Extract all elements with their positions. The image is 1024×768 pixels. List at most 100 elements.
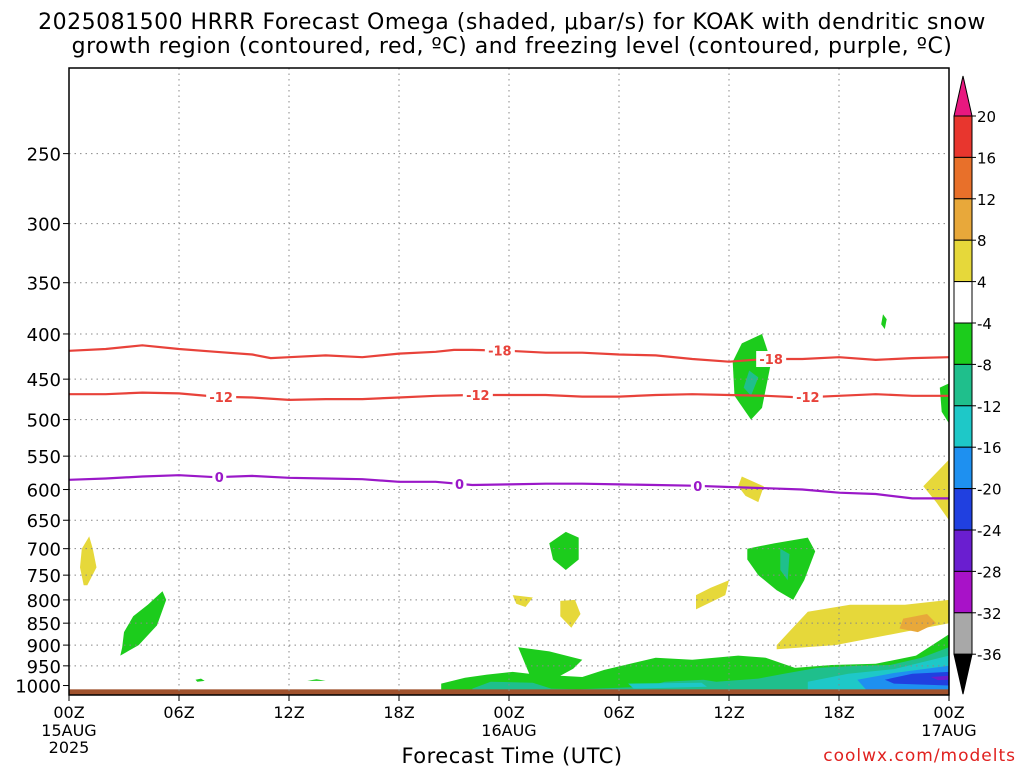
x-date-label: 17AUG xyxy=(921,721,976,740)
colorbar-label: 16 xyxy=(977,149,996,167)
omega-region xyxy=(881,314,887,330)
y-tick-label: 1000 xyxy=(15,677,61,698)
omega-shading xyxy=(80,314,949,695)
ground-fill xyxy=(69,689,949,695)
colorbar-bin xyxy=(953,488,973,531)
y-tick-label: 850 xyxy=(27,614,61,635)
omega-region xyxy=(512,595,533,607)
colorbar-bin xyxy=(953,446,973,490)
omega-region xyxy=(776,599,949,650)
contour-label-bg xyxy=(690,477,705,494)
colorbar-label: -8 xyxy=(977,356,992,374)
credit-text: coolwx.com/modelts xyxy=(823,746,1016,766)
x-tick-label: 06Z xyxy=(603,703,634,722)
y-tick-label: 550 xyxy=(27,447,61,468)
omega-region xyxy=(307,679,326,681)
chart-title-line1: 2025081500 HRRR Forecast Omega (shaded, … xyxy=(38,10,986,35)
x-tick-label: 00Z xyxy=(933,703,964,722)
colorbar-label: -12 xyxy=(977,398,1002,416)
colorbar-label: -32 xyxy=(977,605,1002,623)
colorbar-bin xyxy=(953,405,973,448)
colorbar-label: -28 xyxy=(977,563,1002,581)
ground-layer xyxy=(69,689,949,695)
colorbar-bin xyxy=(953,198,973,241)
x-axis-label: Forecast Time (UTC) xyxy=(401,744,623,768)
x-tick-label: 00Z xyxy=(53,703,84,722)
colorbar-bin xyxy=(953,363,973,407)
contour-label-bg xyxy=(792,389,823,406)
contour-label-bg xyxy=(206,388,237,405)
contour-label: 0 xyxy=(455,478,464,493)
colorbar-bin xyxy=(953,612,973,655)
contour-label: -18 xyxy=(759,353,783,368)
y-tick-label: 250 xyxy=(27,145,61,166)
y-tick-label: 600 xyxy=(27,481,61,502)
colorbar-label: -20 xyxy=(977,481,1002,499)
omega-region xyxy=(780,548,790,581)
contour-label-bg xyxy=(452,475,467,492)
colorbar-label: -4 xyxy=(977,315,992,333)
colorbar-bin xyxy=(953,322,973,365)
contour-label: -12 xyxy=(209,391,233,406)
y-tick-label: 500 xyxy=(27,411,61,432)
colorbar-label: -16 xyxy=(977,439,1002,457)
contour-label-bg xyxy=(212,469,227,486)
colorbar-bin xyxy=(953,156,973,200)
omega-region xyxy=(930,675,949,681)
y-axis: 2503003504004505005506006507007508008509… xyxy=(15,145,69,698)
x-tick-label: 12Z xyxy=(273,703,304,722)
y-tick-label: 300 xyxy=(27,215,61,236)
grid-lines xyxy=(69,68,949,695)
contour-label: -18 xyxy=(488,345,512,360)
colorbar-label: 20 xyxy=(977,108,996,126)
x-date-label: 16AUG xyxy=(481,721,536,740)
omega-region xyxy=(696,580,729,610)
y-tick-label: 400 xyxy=(27,325,61,346)
contour-label-bg xyxy=(484,342,515,359)
omega-region xyxy=(923,459,949,521)
x-tick-label: 00Z xyxy=(493,703,524,722)
y-tick-label: 750 xyxy=(27,566,61,587)
colorbar: 20 16 12 8 4 -4 -8 -12 -16 -20 -24 -28 -32 -36 xyxy=(953,75,1002,695)
chart-title-line2: growth region (contoured, red, ºC) and f… xyxy=(71,34,953,59)
omega-region xyxy=(80,536,97,586)
colorbar-cap-bottom xyxy=(953,653,973,695)
omega-region xyxy=(560,599,581,628)
omega-region xyxy=(743,370,759,396)
colorbar-label: 8 xyxy=(977,232,987,250)
omega-region xyxy=(195,678,205,682)
colorbar-label: 12 xyxy=(977,191,996,209)
x-date-label: 2025 xyxy=(49,738,90,757)
y-tick-label: 700 xyxy=(27,540,61,561)
contour-label: -12 xyxy=(796,391,820,406)
x-tick-label: 18Z xyxy=(823,703,854,722)
colorbar-label: 4 xyxy=(977,274,987,292)
x-axis: 00Z 06Z 12Z 18Z 00Z 06Z 12Z 18Z 00Z15AUG202516AU… xyxy=(41,695,977,757)
y-tick-label: 950 xyxy=(27,657,61,678)
omega-region xyxy=(884,671,949,686)
y-tick-label: 450 xyxy=(27,370,61,391)
contour-lines: -18 -18 -12 -12 -12 0 0 0 xyxy=(69,342,949,500)
omega-region xyxy=(120,591,167,656)
y-tick-label: 650 xyxy=(27,511,61,532)
colorbar-label: -24 xyxy=(977,522,1002,540)
omega-region xyxy=(939,383,949,424)
x-tick-label: 12Z xyxy=(713,703,744,722)
y-tick-label: 350 xyxy=(27,274,61,295)
omega-region xyxy=(899,614,937,633)
contour--18 xyxy=(69,344,949,363)
colorbar-bin xyxy=(953,115,973,158)
contour-label-bg xyxy=(462,387,493,404)
colorbar-bin xyxy=(953,281,973,324)
y-tick-label: 900 xyxy=(27,636,61,657)
x-tick-label: 18Z xyxy=(383,703,414,722)
omega-region xyxy=(549,531,579,570)
colorbar-bin xyxy=(953,239,973,283)
x-tick-label: 06Z xyxy=(163,703,194,722)
y-tick-label: 800 xyxy=(27,591,61,612)
colorbar-cap-top xyxy=(953,75,973,117)
contour-label: 0 xyxy=(693,480,702,495)
omega-region xyxy=(628,682,707,689)
colorbar-bin xyxy=(953,570,973,614)
